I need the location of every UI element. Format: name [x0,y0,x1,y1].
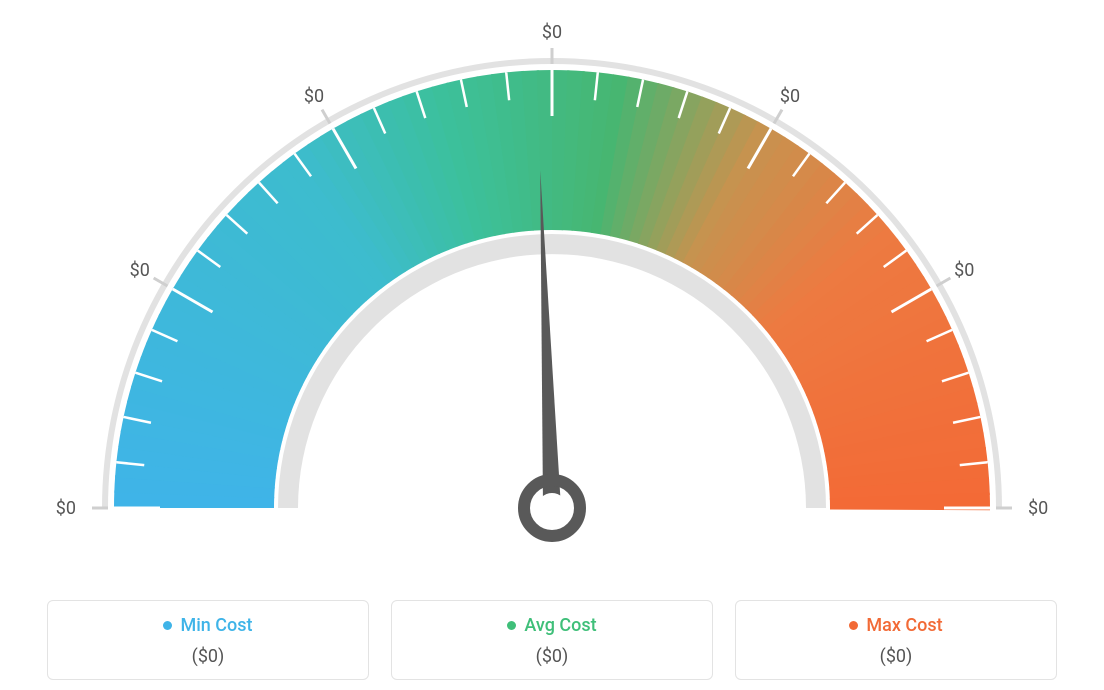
legend-card-min: Min Cost ($0) [47,600,369,680]
svg-text:$0: $0 [130,260,150,281]
legend-dot-min [163,621,172,630]
svg-text:$0: $0 [542,22,562,43]
cost-gauge-chart: $0 $0 $0 $0 $0 $0 $0 Min Cost ($0) Avg Cost ($… [0,0,1104,690]
gauge-svg: $0 $0 $0 $0 $0 $0 $0 [0,10,1104,570]
legend-card-max: Max Cost ($0) [735,600,1057,680]
legend-value-avg: ($0) [392,646,712,667]
svg-text:$0: $0 [304,86,324,107]
legend-value-max: ($0) [736,646,1056,667]
svg-text:$0: $0 [56,498,76,519]
svg-text:$0: $0 [954,260,974,281]
legend-value-min: ($0) [48,646,368,667]
legend-row: Min Cost ($0) Avg Cost ($0) Max Cost ($0… [0,600,1104,680]
svg-text:$0: $0 [780,86,800,107]
legend-label-avg: Avg Cost [524,615,596,636]
legend-title-max: Max Cost [849,615,942,636]
legend-dot-max [849,621,858,630]
gauge-area: $0 $0 $0 $0 $0 $0 $0 [0,10,1104,570]
legend-title-avg: Avg Cost [507,615,596,636]
legend-title-min: Min Cost [163,615,252,636]
legend-label-max: Max Cost [866,615,942,636]
legend-card-avg: Avg Cost ($0) [391,600,713,680]
legend-label-min: Min Cost [180,615,252,636]
svg-text:$0: $0 [1028,498,1048,519]
legend-dot-avg [507,621,516,630]
